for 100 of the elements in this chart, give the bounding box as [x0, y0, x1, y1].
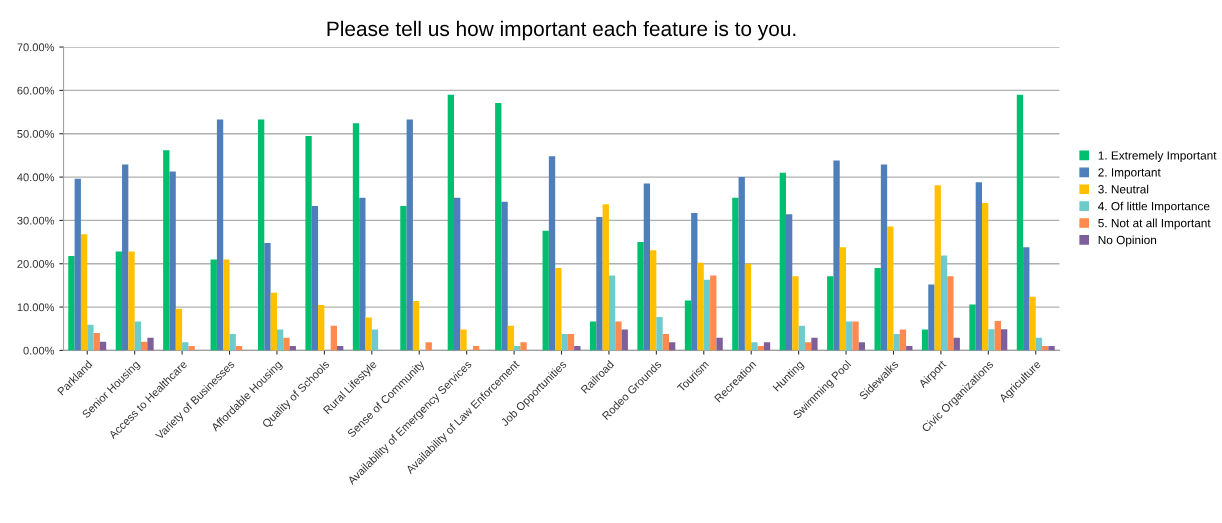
bar	[785, 214, 793, 351]
bar	[520, 342, 527, 351]
bar	[804, 342, 812, 351]
legend-label: No Opinion	[1098, 235, 1157, 247]
bar	[68, 255, 75, 351]
y-tick-label: 0.00%	[23, 346, 55, 355]
bar	[122, 164, 129, 351]
bar	[684, 300, 692, 351]
bar	[216, 119, 224, 351]
bar	[555, 268, 562, 351]
bar	[330, 325, 338, 351]
bar	[264, 242, 271, 351]
bar	[602, 204, 609, 351]
bar	[1023, 247, 1030, 351]
bar	[732, 197, 739, 351]
bar	[928, 284, 935, 351]
bar	[650, 250, 657, 351]
bar	[716, 337, 723, 351]
bar	[1029, 296, 1036, 351]
y-tick-label: 40.00%	[17, 173, 55, 182]
bar	[283, 337, 290, 351]
bar	[210, 259, 217, 351]
bar	[596, 216, 603, 351]
legend-label: 2. Important	[1098, 168, 1161, 179]
bar	[858, 342, 866, 351]
bar	[779, 172, 786, 351]
bar	[751, 342, 758, 351]
legend-label: 4. Of little Importance	[1098, 201, 1210, 213]
bar	[507, 325, 515, 351]
bar	[276, 329, 284, 351]
bar	[567, 333, 575, 351]
bar	[697, 262, 704, 351]
bar	[182, 342, 189, 351]
bar	[270, 292, 277, 351]
legend-label: 3. Neutral	[1098, 184, 1149, 194]
bar	[703, 279, 711, 351]
bar	[175, 308, 183, 351]
bar	[839, 247, 847, 351]
bar	[589, 321, 597, 351]
bar	[460, 329, 467, 351]
bar	[608, 275, 616, 351]
y-tick-label: 50.00%	[17, 130, 55, 138]
bar	[229, 333, 236, 351]
bar	[163, 150, 170, 351]
y-tick-label: 70.00%	[17, 43, 55, 52]
bar	[798, 325, 805, 351]
bar	[548, 156, 556, 351]
bar	[447, 94, 455, 351]
bar	[656, 317, 663, 351]
bar	[643, 183, 651, 351]
bar	[74, 178, 81, 351]
bar	[982, 203, 989, 351]
bar	[188, 346, 195, 351]
bar	[257, 119, 265, 351]
bar	[969, 304, 976, 351]
bar	[953, 337, 960, 351]
bar	[87, 324, 94, 351]
bar	[318, 304, 325, 351]
bar	[147, 337, 154, 351]
bar	[412, 301, 420, 351]
bar	[669, 342, 676, 351]
bar	[352, 123, 360, 351]
bar	[934, 185, 941, 351]
bar	[305, 135, 312, 351]
bar	[425, 342, 432, 351]
chart-title: Please tell us how important each feature is to you.	[327, 20, 796, 41]
bar	[811, 337, 818, 351]
bar	[128, 251, 135, 351]
bar	[975, 182, 983, 351]
bar	[561, 333, 568, 351]
bar	[311, 206, 319, 351]
bar	[763, 342, 771, 351]
bar	[827, 276, 834, 351]
bar	[899, 329, 907, 351]
bar	[223, 259, 230, 351]
y-tick-label: 60.00%	[17, 86, 55, 95]
bar	[169, 171, 176, 351]
bar	[691, 213, 698, 351]
bar	[988, 329, 995, 351]
bar	[994, 320, 1001, 351]
bar	[80, 234, 88, 351]
bar	[615, 321, 622, 351]
bar	[940, 255, 948, 351]
bar	[93, 333, 100, 351]
y-tick-label: 30.00%	[17, 216, 55, 225]
bar	[710, 275, 717, 351]
bar	[501, 201, 508, 351]
bar	[1000, 329, 1008, 351]
bar	[1048, 346, 1055, 351]
bar	[371, 329, 379, 351]
bar	[454, 197, 461, 351]
bar	[662, 333, 670, 351]
bar	[738, 177, 745, 351]
bar	[792, 276, 799, 351]
bar	[406, 119, 413, 351]
legend-label: 5. Not at all Important	[1098, 218, 1211, 230]
bar	[887, 226, 894, 351]
bar	[833, 160, 840, 351]
bar	[134, 321, 142, 351]
bar	[921, 329, 929, 351]
